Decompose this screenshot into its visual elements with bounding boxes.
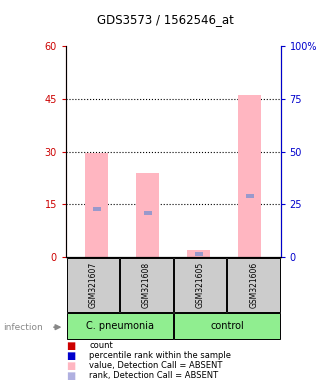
Text: GSM321608: GSM321608: [142, 262, 151, 308]
FancyBboxPatch shape: [67, 258, 119, 313]
Bar: [246, 194, 254, 198]
Text: control: control: [210, 321, 244, 331]
Text: GDS3573 / 1562546_at: GDS3573 / 1562546_at: [97, 13, 233, 26]
Bar: [195, 252, 203, 256]
Bar: [93, 207, 101, 211]
Text: ■: ■: [66, 351, 75, 361]
FancyBboxPatch shape: [227, 258, 280, 313]
Bar: [144, 211, 152, 215]
Text: count: count: [89, 341, 113, 350]
Bar: [136, 173, 159, 257]
Text: GSM321606: GSM321606: [249, 262, 258, 308]
Text: ■: ■: [66, 341, 75, 351]
Bar: [85, 154, 108, 257]
Bar: [238, 95, 261, 257]
Bar: [187, 250, 210, 257]
Text: ■: ■: [66, 361, 75, 371]
Text: GSM321605: GSM321605: [196, 262, 205, 308]
FancyBboxPatch shape: [120, 258, 173, 313]
FancyBboxPatch shape: [174, 258, 226, 313]
Text: rank, Detection Call = ABSENT: rank, Detection Call = ABSENT: [89, 371, 218, 380]
Text: percentile rank within the sample: percentile rank within the sample: [89, 351, 231, 360]
FancyBboxPatch shape: [67, 313, 173, 339]
Text: C. pneumonia: C. pneumonia: [85, 321, 154, 331]
Text: ■: ■: [66, 371, 75, 381]
Text: GSM321607: GSM321607: [88, 262, 97, 308]
Text: infection: infection: [3, 323, 43, 332]
FancyBboxPatch shape: [174, 313, 280, 339]
Text: value, Detection Call = ABSENT: value, Detection Call = ABSENT: [89, 361, 222, 370]
